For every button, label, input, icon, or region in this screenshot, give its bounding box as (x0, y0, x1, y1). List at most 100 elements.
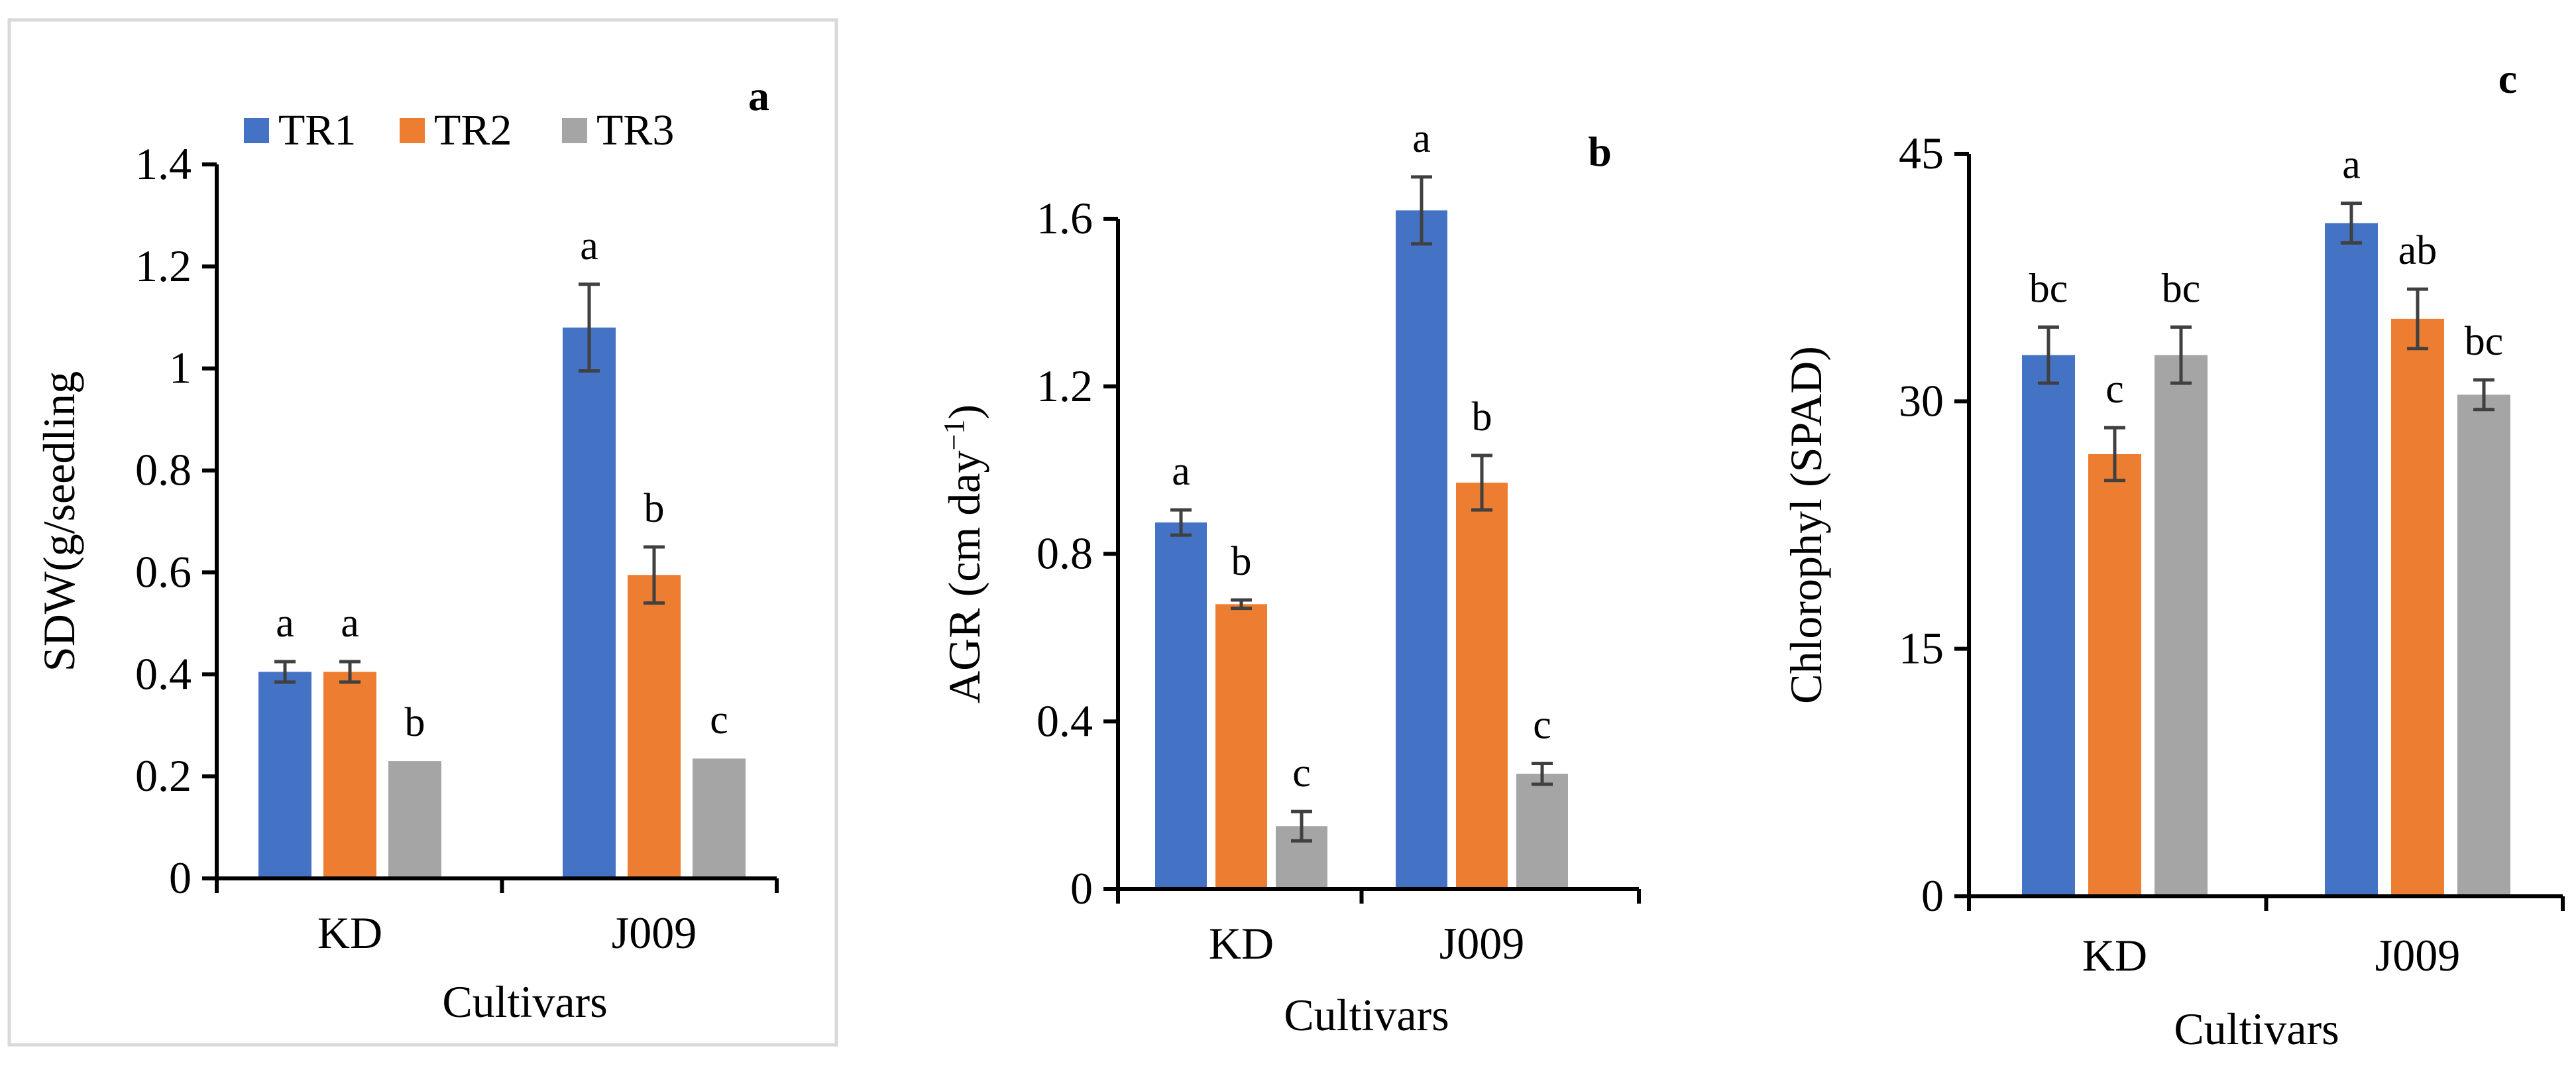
x-tick-label: J009 (2375, 930, 2460, 981)
significance-letter: bc (2029, 266, 2068, 311)
y-axis-title: AGR (cm day−1) (938, 404, 989, 703)
error-bar (2341, 202, 2362, 245)
x-tick-label: J009 (1439, 918, 1524, 969)
y-tick-label: 0 (1921, 870, 1944, 921)
bar-tr2-kd (1215, 604, 1267, 889)
panel-letter: b (1588, 128, 1612, 175)
x-tick-label: KD (317, 908, 382, 958)
y-tick-label: 30 (1899, 375, 1944, 426)
y-tick-label: 15 (1899, 623, 1944, 674)
y-tick-label: 1.2 (1036, 361, 1093, 411)
bar-tr2-kd (323, 672, 376, 878)
x-tick-label: KD (2082, 930, 2147, 981)
bar-tr2-j009 (2391, 318, 2444, 896)
error-bar (1532, 761, 1553, 786)
bar-tr3-kd (388, 761, 441, 878)
y-tick-label: 1 (169, 343, 192, 393)
bar-tr3-kd (2155, 355, 2208, 896)
error-bar (644, 545, 665, 605)
y-axis-title: SDW(g/seedling (34, 371, 84, 672)
x-axis-title: Cultivars (1284, 990, 1449, 1040)
legend-swatch-tr2 (400, 118, 425, 143)
error-bar (2473, 378, 2494, 412)
significance-letter: c (2105, 367, 2124, 412)
significance-letter: b (405, 700, 425, 745)
legend-label-tr1: TR1 (278, 106, 356, 154)
error-bar (2104, 426, 2125, 483)
error-bar (1231, 598, 1252, 611)
bar-tr2-kd (2088, 453, 2141, 896)
bar-tr1-kd (2022, 355, 2075, 896)
error-bar (2038, 325, 2059, 385)
error-bar (274, 660, 296, 684)
error-bar (339, 660, 361, 684)
y-tick-label: 1.6 (1036, 193, 1093, 243)
y-axis-title-suffix: ) (939, 404, 989, 420)
y-tick-label: 0.4 (1036, 695, 1093, 746)
y-tick-label: 0 (169, 853, 192, 903)
panel-a-frame (7, 18, 838, 1047)
axes (215, 164, 777, 880)
error-bar (2170, 325, 2192, 385)
bar-tr3-j009 (1516, 774, 1568, 889)
significance-letter: ab (2398, 228, 2437, 273)
significance-letter: a (341, 601, 359, 646)
legend-swatch-tr1 (244, 118, 269, 143)
y-axis-title-text: SDW(g/seedling (34, 371, 84, 672)
significance-letter: a (276, 601, 294, 646)
x-tick-label: J009 (612, 908, 697, 958)
bar-tr1-j009 (563, 327, 616, 879)
y-axis-title-superscript: −1 (938, 420, 970, 451)
significance-letter: a (580, 223, 598, 268)
x-axis-title: Cultivars (442, 977, 607, 1027)
panel-letter: a (748, 72, 769, 119)
panel-letter: c (2498, 55, 2517, 102)
y-tick-label: 0.2 (135, 750, 192, 801)
significance-letter: c (710, 697, 728, 743)
bar-tr3-j009 (693, 758, 746, 878)
bar-tr2-j009 (628, 575, 681, 878)
bar-tr1-kd (1155, 522, 1207, 889)
y-tick-label: 0.4 (135, 648, 192, 699)
bar-tr2-j009 (1456, 483, 1508, 889)
significance-letter: a (2342, 143, 2361, 188)
significance-letter: a (1172, 449, 1190, 494)
legend-swatch-tr3 (562, 118, 587, 143)
x-tick-label: KD (1209, 918, 1274, 969)
error-bar (1471, 453, 1492, 512)
significance-letter: c (1292, 750, 1311, 796)
legend: TR1 TR2 TR3 (244, 106, 674, 154)
y-axis-title-text: Chlorophyl (SPAD) (1781, 346, 1831, 704)
bar-tr1-j009 (2325, 223, 2378, 896)
x-axis-title: Cultivars (2174, 1004, 2339, 1054)
significance-letter: bc (2162, 266, 2201, 311)
y-tick-label: 0 (1070, 863, 1093, 914)
y-tick-label: 1.4 (135, 139, 192, 189)
error-bar (1170, 508, 1192, 537)
bar-tr1-j009 (1396, 210, 1447, 889)
chart-panel-c: bc a c ab bc bc 0 15 30 45 KD J009 Cultivars Chloroph… (1781, 55, 2565, 1054)
significance-letter: b (1231, 539, 1252, 584)
significance-letter: bc (2465, 319, 2504, 364)
y-tick-label: 45 (1899, 128, 1944, 178)
y-tick-label: 0.6 (135, 546, 192, 597)
y-tick-label: 0.8 (135, 445, 192, 495)
y-axis-title-text: AGR (cm day (939, 451, 989, 703)
significance-letter: c (1533, 702, 1551, 747)
legend-label-tr3: TR3 (596, 106, 674, 154)
y-tick-label: 1.2 (135, 241, 192, 291)
significance-letter: b (1472, 394, 1492, 440)
error-bar (1291, 809, 1312, 843)
chart-panel-a: a a a b b c 0 0.2 0.4 0.6 0.8 1 1.2 1.4 KD J009Cultivar… (34, 72, 779, 1027)
legend-label-tr2: TR2 (434, 106, 512, 154)
significance-letter: b (644, 486, 665, 531)
bar-tr3-j009 (2457, 394, 2510, 896)
y-axis-title: Chlorophyl (SPAD) (1781, 346, 1831, 704)
bar-tr1-kd (258, 672, 311, 878)
y-tick-label: 0.8 (1036, 528, 1093, 579)
significance-letter: a (1412, 116, 1431, 161)
error-bar (2407, 287, 2428, 351)
